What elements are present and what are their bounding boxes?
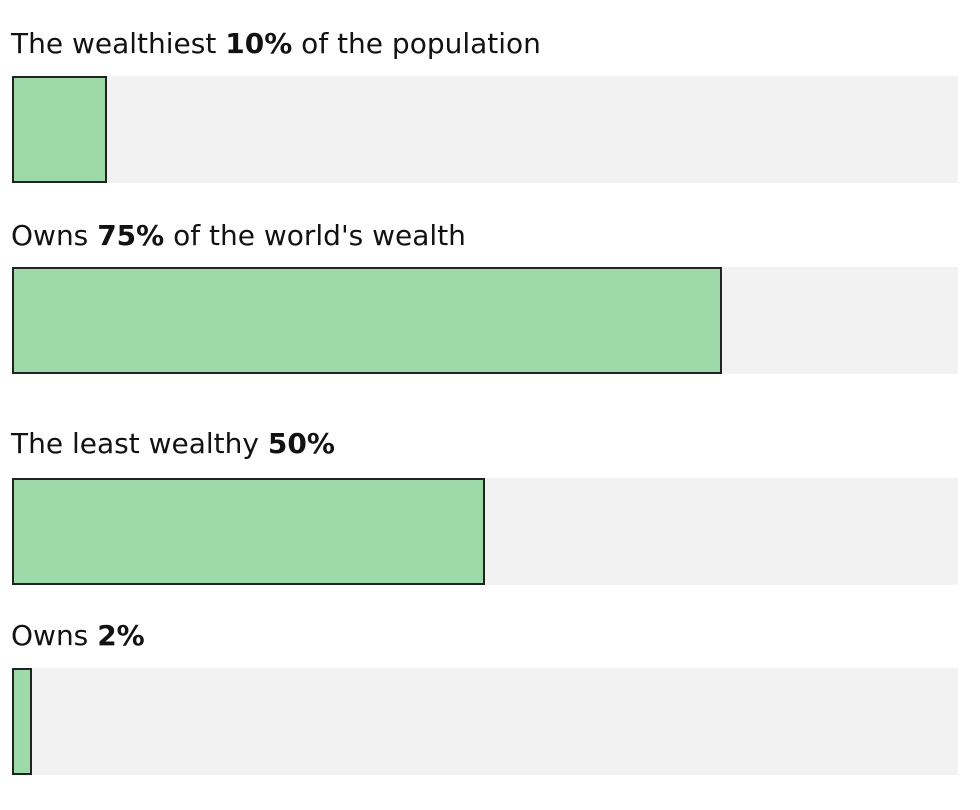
bar-label: The wealthiest 10% of the population (11, 30, 541, 58)
bar-label-text: The least wealthy (11, 427, 268, 460)
bar (12, 478, 485, 585)
bar (12, 668, 32, 775)
bar-track (12, 478, 958, 585)
bar-label: Owns 75% of the world's wealth (11, 222, 466, 250)
bar (12, 76, 107, 183)
bar-value-label: 50% (267, 427, 335, 460)
bar-track (12, 668, 958, 775)
bar-value-label: 2% (97, 619, 145, 652)
bar-track (12, 76, 958, 183)
bar-label: The least wealthy 50% (11, 430, 335, 458)
bar-label-text: of the world's wealth (164, 219, 466, 252)
bar-label-text: Owns (11, 619, 98, 652)
bar-value-label: 10% (225, 27, 293, 60)
bar-track (12, 267, 958, 374)
bar (12, 267, 722, 374)
bar-label: Owns 2% (11, 622, 145, 650)
bar-value-label: 75% (97, 219, 165, 252)
bar-label-text: The wealthiest (11, 27, 226, 60)
bar-label-text: Owns (11, 219, 98, 252)
bar-label-text: of the population (292, 27, 541, 60)
